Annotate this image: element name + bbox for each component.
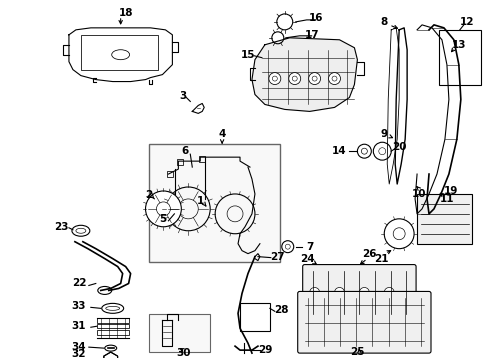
Circle shape xyxy=(309,287,319,297)
Bar xyxy=(148,144,279,262)
Bar xyxy=(97,324,128,328)
Text: 15: 15 xyxy=(240,50,255,60)
Text: 16: 16 xyxy=(308,13,322,23)
Circle shape xyxy=(145,191,181,227)
FancyBboxPatch shape xyxy=(302,265,415,320)
Bar xyxy=(199,156,205,162)
FancyBboxPatch shape xyxy=(297,292,430,353)
Text: 13: 13 xyxy=(451,40,465,50)
Text: 14: 14 xyxy=(331,146,346,156)
Bar xyxy=(97,318,128,323)
Text: 28: 28 xyxy=(274,305,288,315)
Text: 34: 34 xyxy=(71,342,86,352)
Text: 4: 4 xyxy=(218,129,225,139)
Text: 29: 29 xyxy=(257,345,271,355)
Bar xyxy=(81,35,158,69)
Circle shape xyxy=(359,287,368,297)
Text: 32: 32 xyxy=(71,349,86,359)
Text: 3: 3 xyxy=(179,91,186,102)
Bar xyxy=(148,314,210,352)
Circle shape xyxy=(334,287,344,297)
Text: 11: 11 xyxy=(439,194,453,204)
Text: 2: 2 xyxy=(144,190,152,200)
Text: 5: 5 xyxy=(159,214,166,224)
Text: 30: 30 xyxy=(176,348,190,358)
Text: 31: 31 xyxy=(71,321,86,331)
Circle shape xyxy=(308,73,320,85)
Text: 33: 33 xyxy=(71,301,86,311)
Circle shape xyxy=(384,287,393,297)
Text: 18: 18 xyxy=(118,8,133,18)
Bar xyxy=(97,330,128,335)
Circle shape xyxy=(328,73,340,85)
Bar xyxy=(177,159,183,165)
Text: 25: 25 xyxy=(349,347,364,357)
Text: 7: 7 xyxy=(305,242,313,252)
Text: 9: 9 xyxy=(380,129,387,139)
Bar xyxy=(416,194,471,244)
Text: 12: 12 xyxy=(459,17,473,27)
Text: 1: 1 xyxy=(196,196,203,206)
Text: 23: 23 xyxy=(54,222,68,232)
Circle shape xyxy=(268,73,280,85)
Text: 8: 8 xyxy=(380,17,387,27)
Polygon shape xyxy=(251,38,357,111)
Bar xyxy=(240,303,269,331)
Text: 26: 26 xyxy=(361,249,376,258)
Bar xyxy=(438,30,480,85)
Text: 24: 24 xyxy=(300,253,314,264)
Text: 22: 22 xyxy=(71,279,86,288)
Bar xyxy=(167,171,173,177)
Text: 10: 10 xyxy=(411,189,426,199)
Text: 27: 27 xyxy=(270,252,285,262)
Circle shape xyxy=(288,73,300,85)
Text: 21: 21 xyxy=(373,253,388,264)
Text: 17: 17 xyxy=(304,30,318,40)
Text: 19: 19 xyxy=(443,186,457,196)
Text: 6: 6 xyxy=(182,146,188,156)
Text: 20: 20 xyxy=(391,142,406,152)
